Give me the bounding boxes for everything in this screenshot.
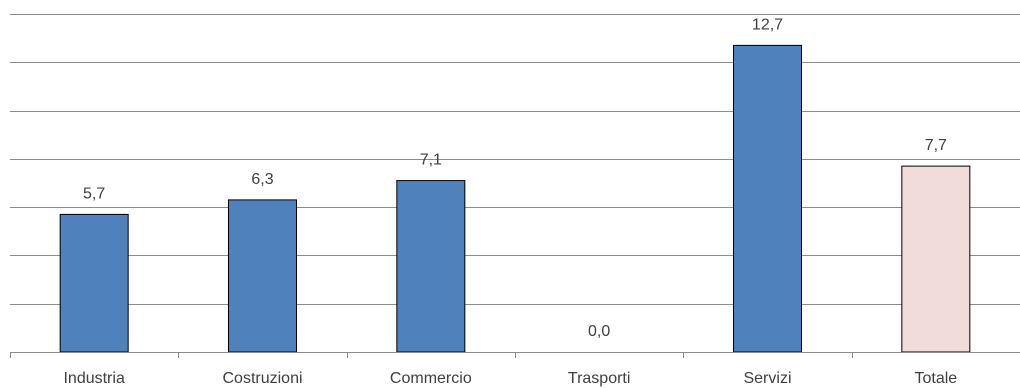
data-label: 5,7 — [83, 185, 105, 202]
data-label: 7,1 — [420, 152, 442, 169]
category-labels: Industria Costruzioni Commercio Trasporti Se… — [63, 370, 957, 387]
category-label: Trasporti — [568, 370, 631, 387]
data-label: 6,3 — [251, 171, 273, 188]
data-label: 7,7 — [925, 137, 947, 154]
bar-totale — [901, 165, 971, 353]
bar-commercio — [396, 180, 466, 353]
data-label: 0,0 — [588, 323, 610, 340]
category-label: Servizi — [743, 370, 791, 387]
category-label: Commercio — [390, 370, 472, 387]
category-label: Costruzioni — [222, 370, 302, 387]
gridlines — [10, 14, 1020, 305]
category-label: Totale — [914, 370, 957, 387]
bar-industria — [59, 213, 129, 353]
bars — [59, 44, 971, 353]
bar-costruzioni — [228, 199, 297, 353]
x-axis — [10, 352, 1020, 358]
data-labels: 5,7 6,3 7,1 0,0 12,7 7,7 — [83, 16, 947, 340]
bar-servizi — [733, 44, 802, 353]
data-label: 12,7 — [752, 16, 783, 33]
category-label: Industria — [63, 370, 124, 387]
